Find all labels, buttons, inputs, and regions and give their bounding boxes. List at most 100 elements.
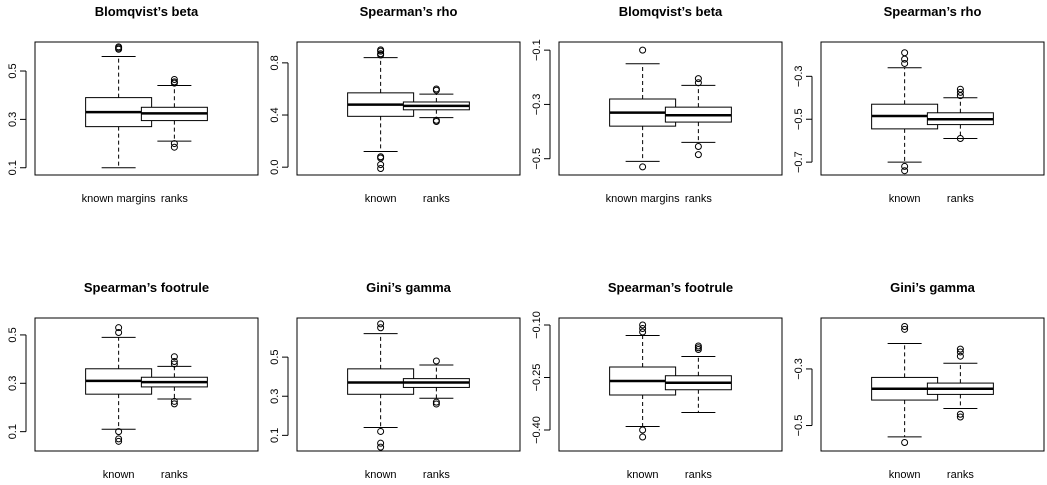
outlier-point <box>115 437 123 445</box>
outlier-point <box>694 75 702 83</box>
y-tick-label: −0.7 <box>793 151 805 173</box>
y-tick-label: 0.5 <box>7 327 19 342</box>
x-category-label: ranks <box>161 193 188 205</box>
y-tick-label: −0.3 <box>531 94 543 116</box>
boxplot-panel: Spearman’s footrule 0.1 0.3 0.5 known ranks <box>7 280 259 481</box>
x-category-label: ranks <box>947 193 974 205</box>
box-ranks <box>140 75 208 151</box>
outlier-point <box>432 85 440 93</box>
outlier-point <box>901 162 909 170</box>
outlier-point <box>377 427 385 435</box>
outlier-point <box>901 49 909 57</box>
outlier-point <box>694 143 702 150</box>
outlier-point <box>115 428 123 436</box>
outlier-point <box>956 410 964 418</box>
box-ranks <box>926 345 994 421</box>
outlier-point <box>170 353 178 361</box>
x-category-label: known <box>103 469 135 481</box>
outlier-point <box>901 322 909 330</box>
outlier-point <box>377 324 385 332</box>
box-ranks <box>926 85 994 143</box>
y-tick-label: 0.1 <box>7 424 19 439</box>
box-known <box>85 43 153 169</box>
box-known <box>609 321 677 441</box>
x-category-label: ranks <box>423 469 450 481</box>
panel-title: Blomqvist’s beta <box>95 4 199 19</box>
outlier-point <box>170 397 178 405</box>
y-tick-label: −0.5 <box>793 108 805 130</box>
y-tick-label: −0.3 <box>793 65 805 87</box>
outlier-point <box>956 88 964 96</box>
x-category-label: ranks <box>947 469 974 481</box>
box-ranks <box>402 85 470 126</box>
x-category-label: ranks <box>161 469 188 481</box>
outlier-point <box>432 116 440 124</box>
outlier-point <box>694 342 702 350</box>
box-ranks <box>664 75 732 159</box>
panel-title: Spearman’s footrule <box>608 280 733 295</box>
outlier-point <box>694 79 702 87</box>
y-tick-label: 0.5 <box>7 63 19 78</box>
outlier-point <box>115 435 123 443</box>
outlier-point <box>377 161 385 169</box>
outlier-point <box>377 164 385 172</box>
plot-frame <box>820 41 1045 176</box>
outlier-point <box>956 348 964 356</box>
panel-title: Gini’s gamma <box>890 280 976 295</box>
outlier-point <box>170 358 178 366</box>
panel-title: Spearman’s rho <box>884 4 982 19</box>
box-known <box>347 46 415 172</box>
box-ranks <box>402 357 470 408</box>
outlier-point <box>639 328 647 336</box>
outlier-point <box>639 321 647 329</box>
outlier-point <box>639 163 647 171</box>
plot-frame <box>558 41 783 176</box>
y-tick-label: 0.8 <box>269 55 281 70</box>
x-category-label: ranks <box>423 193 450 205</box>
y-tick-label: −0.5 <box>531 148 543 170</box>
y-tick-label: 0.1 <box>7 160 19 175</box>
outlier-point <box>639 46 647 54</box>
outlier-point <box>639 325 647 332</box>
plot-frame <box>296 317 521 452</box>
outlier-point <box>170 78 178 86</box>
panel-title: Spearman’s rho <box>360 4 458 19</box>
box-known <box>871 322 939 447</box>
outlier-point <box>377 153 385 161</box>
y-tick-label: 0.3 <box>7 376 19 391</box>
x-category-label: known margins <box>82 193 156 205</box>
boxplot-panel: Gini’s gamma −0.5 −0.3 known ranks <box>793 280 1045 481</box>
outlier-point <box>639 433 647 441</box>
outlier-point <box>956 413 964 421</box>
outlier-point <box>377 443 385 451</box>
plot-frame <box>296 41 521 176</box>
panel-title: Gini’s gamma <box>366 280 452 295</box>
outlier-point <box>901 167 909 175</box>
x-category-label: ranks <box>685 193 712 205</box>
outlier-point <box>956 345 964 353</box>
outlier-point <box>115 324 123 332</box>
box-known <box>85 324 153 445</box>
outlier-point <box>432 400 440 408</box>
outlier-point <box>432 398 440 406</box>
outlier-point <box>170 400 178 408</box>
plot-frame <box>558 317 783 452</box>
box-ranks <box>140 353 208 408</box>
y-tick-label: 0.1 <box>269 428 281 443</box>
outlier-point <box>377 46 385 54</box>
y-tick-label: −0.10 <box>531 311 543 339</box>
boxplot-panel: Spearman’s rho 0.0 0.4 0.8 known ranks <box>269 4 521 205</box>
outlier-point <box>115 329 123 337</box>
outlier-point <box>956 85 964 93</box>
x-category-label: known <box>889 193 921 205</box>
x-category-label: known margins <box>606 193 680 205</box>
outlier-point <box>694 151 702 159</box>
outlier-point <box>377 320 385 328</box>
plot-frame <box>34 41 259 176</box>
y-tick-label: 0.4 <box>269 107 281 122</box>
outlier-point <box>377 50 385 58</box>
outlier-point <box>377 439 385 447</box>
outlier-point <box>170 360 178 368</box>
outlier-point <box>639 426 647 434</box>
